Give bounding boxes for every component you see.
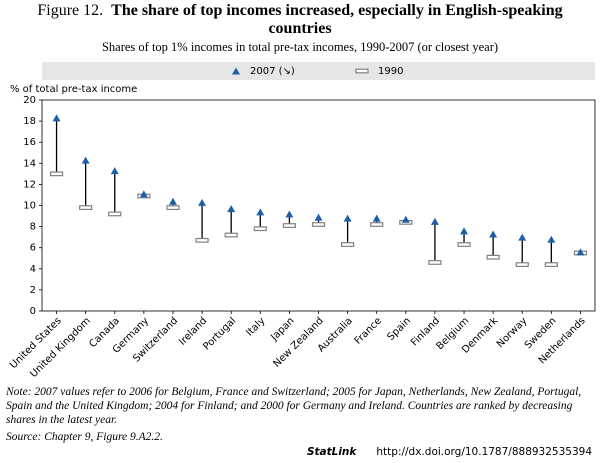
y-tick-label: 18 xyxy=(23,116,36,127)
y-tick-label: 10 xyxy=(23,201,36,212)
x-tick-label: United States xyxy=(8,315,64,371)
marker-2007 xyxy=(52,114,61,122)
subtitle: Shares of top 1% incomes in total pre-ta… xyxy=(101,40,499,54)
marker-2007 xyxy=(547,235,556,243)
y-axis-label: % of total pre-tax income xyxy=(10,84,137,95)
marker-1990 xyxy=(355,68,369,74)
marker-2007 xyxy=(372,214,381,222)
statlink-url[interactable]: http://dx.doi.org/10.1787/888932535394 xyxy=(376,446,592,458)
x-tick-label: France xyxy=(353,315,384,346)
chart-title: The share of top incomes increased, espe… xyxy=(111,2,563,37)
marker-2007 xyxy=(81,156,90,164)
marker-2007 xyxy=(518,233,527,241)
marker-2007 xyxy=(168,197,177,205)
y-tick-label: 8 xyxy=(30,222,36,233)
legend-label: 2007 (↘) xyxy=(250,66,295,77)
marker-1990 xyxy=(515,262,529,267)
marker-2007 xyxy=(489,230,498,238)
marker-1990 xyxy=(49,171,64,177)
x-tick-label: Spain xyxy=(386,315,414,343)
marker-2007 xyxy=(576,248,585,256)
statlink-label: StatLink xyxy=(306,446,357,458)
marker-2007 xyxy=(232,67,240,75)
marker-1990 xyxy=(341,242,355,247)
marker-2007 xyxy=(314,213,323,221)
y-tick-label: 20 xyxy=(23,95,36,106)
marker-1990 xyxy=(224,232,238,238)
y-tick-label: 0 xyxy=(30,306,36,317)
marker-1990 xyxy=(486,254,500,260)
marker-2007 xyxy=(285,210,294,218)
marker-1990 xyxy=(311,222,326,227)
marker-1990 xyxy=(457,242,471,247)
marker-1990 xyxy=(108,211,122,217)
marker-1990 xyxy=(428,260,442,265)
x-tick-label: Italy xyxy=(244,315,267,338)
marker-1990 xyxy=(282,223,296,228)
y-tick-label: 16 xyxy=(23,137,36,148)
y-tick-label: 14 xyxy=(23,158,36,169)
marker-1990 xyxy=(166,205,180,211)
figure-label: Figure 12. xyxy=(37,2,104,19)
legend-band xyxy=(42,62,595,80)
statlink: StatLink http://dx.doi.org/10.1787/888932… xyxy=(307,446,592,458)
marker-1990 xyxy=(79,205,93,211)
plot-frame xyxy=(41,99,596,312)
marker-2007 xyxy=(460,227,469,235)
source: Source: Chapter 9, Figure 9.A2.2. xyxy=(6,431,163,443)
marker-1990 xyxy=(195,237,209,243)
marker-2007 xyxy=(430,217,439,225)
y-tick-label: 2 xyxy=(30,285,36,296)
marker-2007 xyxy=(227,205,236,213)
y-tick-label: 12 xyxy=(23,179,36,190)
marker-2007 xyxy=(256,208,265,216)
header: Figure 12. The share of top incomes incr… xyxy=(10,2,590,38)
y-tick-label: 4 xyxy=(30,264,36,275)
note: Note: 2007 values refer to 2006 for Belg… xyxy=(6,386,582,426)
legend-label: 1990 xyxy=(378,66,403,77)
x-tick-label: Japan xyxy=(268,315,296,343)
marker-2007 xyxy=(139,190,148,198)
marker-2007 xyxy=(110,167,119,175)
marker-1990 xyxy=(253,226,267,232)
chart: % of total pre-tax income 0 2 4 6 8 10 12 14 16 1… xyxy=(8,62,596,380)
marker-2007 xyxy=(198,198,207,206)
y-tick-label: 6 xyxy=(30,243,36,254)
marker-2007 xyxy=(401,215,410,223)
marker-2007 xyxy=(343,214,352,222)
marker-1990 xyxy=(544,262,558,267)
marker-1990 xyxy=(370,222,384,227)
